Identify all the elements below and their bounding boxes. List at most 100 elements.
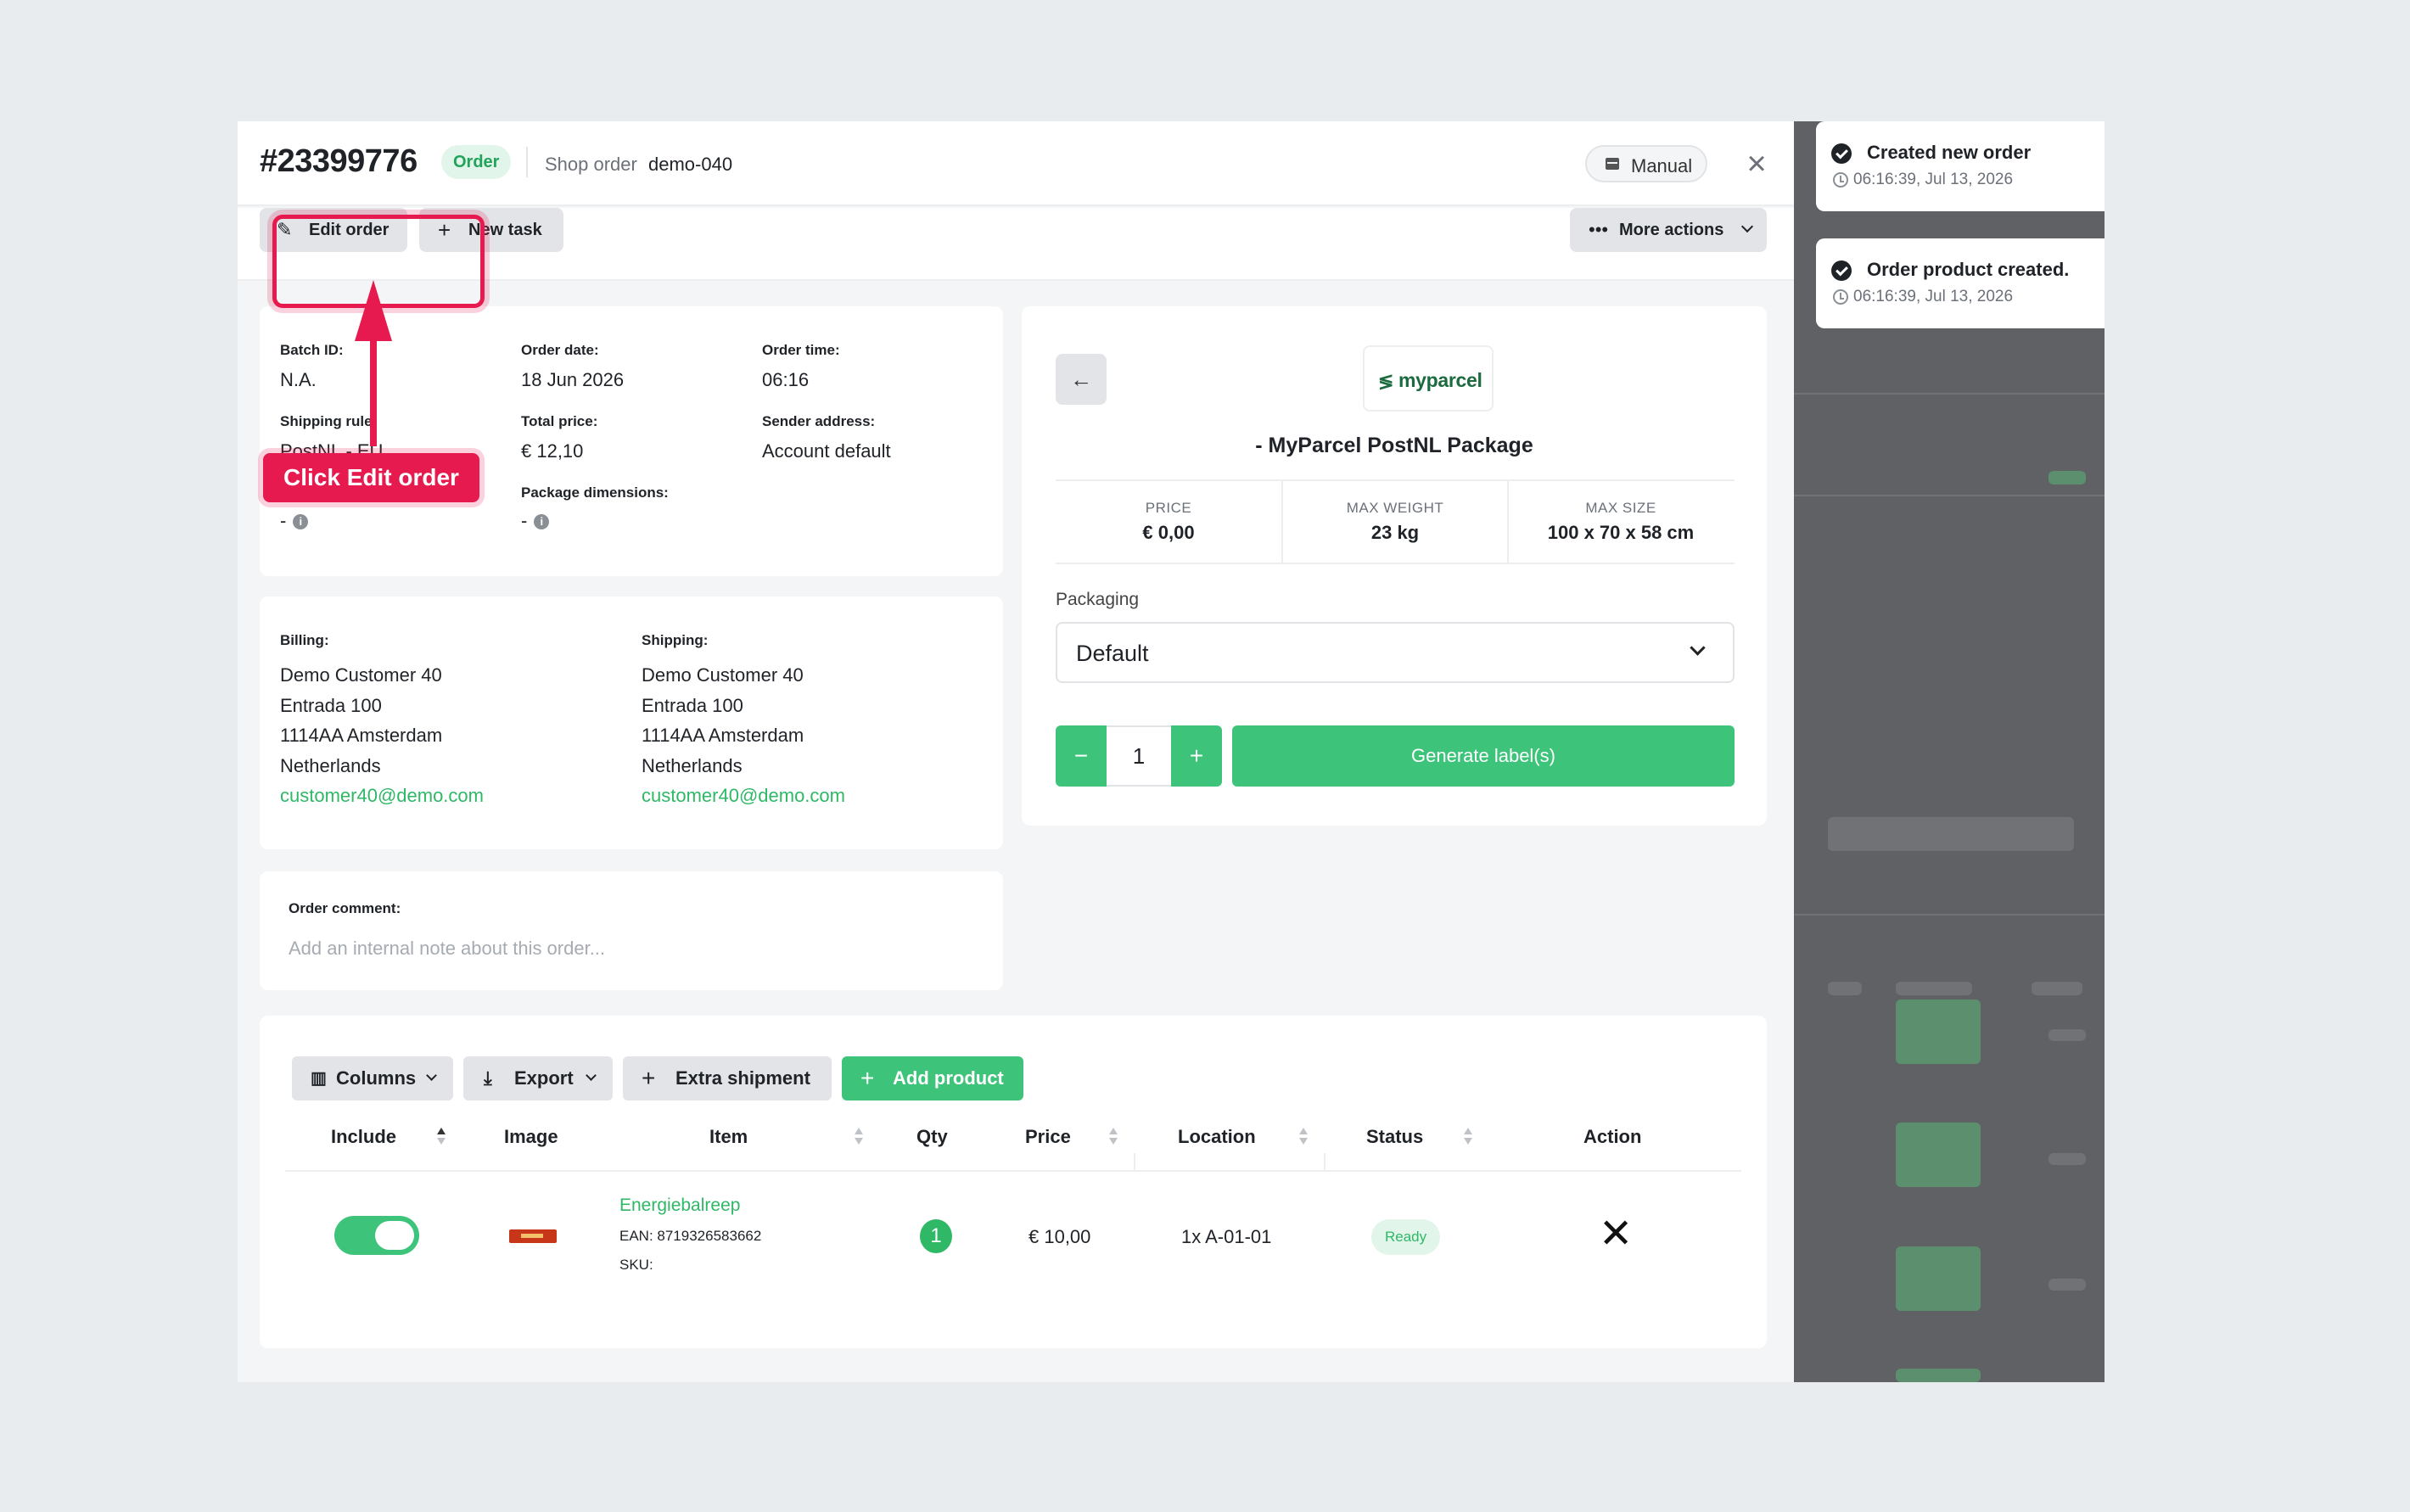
shop-order-value: demo-040 (648, 154, 733, 175)
toast-notification[interactable]: Order product created. 06:16:39, Jul 13,… (1816, 238, 2105, 328)
chevron-down-icon (1690, 640, 1706, 656)
spec-size-label: MAX SIZE (1585, 500, 1656, 516)
column-header-price[interactable]: Price (1025, 1126, 1071, 1147)
product-name-link[interactable]: Energiebalreep (619, 1196, 741, 1215)
modal-header: #23399776 Order Shop order demo-040 Manu… (238, 121, 1794, 206)
quantity-decrement-button[interactable]: − (1056, 725, 1107, 787)
plus-icon: + (642, 1065, 656, 1091)
batch-id-label: Batch ID: (280, 342, 344, 358)
products-card: ▥ Columns ⤓ Export + Extra shipment + Ad… (260, 1016, 1767, 1348)
sender-address-value: Account default (762, 440, 891, 462)
column-header-item[interactable]: Item (709, 1126, 748, 1147)
billing-line: 1114AA Amsterdam (280, 725, 443, 746)
order-info-card: Batch ID: N.A. Order date: 18 Jun 2026 O… (260, 306, 1003, 576)
clock-icon (1833, 172, 1848, 188)
dims-dash: - (280, 510, 287, 531)
manual-button[interactable]: Manual (1585, 145, 1707, 182)
chevron-down-icon (586, 1070, 597, 1081)
quantity-increment-button[interactable]: + (1171, 725, 1222, 787)
generate-labels-button[interactable]: Generate label(s) (1232, 725, 1735, 787)
packaging-label: Packaging (1056, 590, 1140, 609)
shipping-line: 1114AA Amsterdam (642, 725, 804, 746)
columns-button[interactable]: ▥ Columns (292, 1056, 453, 1100)
order-modal: #23399776 Order Shop order demo-040 Manu… (238, 121, 1794, 1382)
column-header-include[interactable]: Include (331, 1126, 397, 1147)
carrier-logo-text: myparcel (1398, 369, 1482, 391)
column-header-action: Action (1583, 1126, 1642, 1147)
order-number: #23399776 (260, 143, 418, 179)
shipping-label: Shipping: (642, 632, 709, 648)
shop-order-label: Shop order (545, 154, 637, 175)
ellipsis-icon: ••• (1589, 219, 1609, 240)
column-header-location[interactable]: Location (1178, 1126, 1256, 1147)
sort-icon[interactable] (436, 1126, 446, 1148)
download-icon: ⤓ (484, 1067, 492, 1089)
chevron-down-icon (1740, 220, 1754, 233)
back-button[interactable]: ← (1056, 354, 1107, 405)
total-price-value: € 12,10 (521, 440, 584, 462)
plus-icon: + (438, 217, 451, 243)
address-card: Billing: Demo Customer 40 Entrada 100 11… (260, 596, 1003, 849)
info-icon[interactable]: i (534, 514, 550, 529)
package-dimensions-label: Package dimensions: (521, 484, 669, 501)
total-price-label: Total price: (521, 413, 598, 429)
column-divider (1134, 1153, 1135, 1170)
add-product-label: Add product (893, 1067, 1004, 1089)
product-sku: SKU: (619, 1257, 653, 1273)
extra-shipment-button[interactable]: + Extra shipment (623, 1056, 832, 1100)
columns-icon: ▥ (311, 1069, 327, 1088)
order-time-label: Order time: (762, 342, 840, 358)
annotation-arrow (370, 297, 377, 446)
app-stage: #23399776 Order Shop order demo-040 Manu… (238, 121, 2105, 1382)
shipping-rule-dims: -i (280, 510, 309, 532)
dims-dash: - (521, 510, 528, 531)
shipping-line: Entrada 100 (642, 695, 743, 716)
info-icon[interactable]: i (293, 514, 309, 529)
shipping-email-link[interactable]: customer40@demo.com (642, 785, 845, 806)
sort-icon[interactable] (854, 1126, 864, 1148)
check-circle-icon (1831, 143, 1852, 164)
remove-product-icon[interactable]: ✕ (1599, 1212, 1634, 1257)
packaging-select[interactable]: Default (1056, 622, 1735, 683)
more-actions-button[interactable]: ••• More actions (1570, 208, 1767, 252)
column-header-status[interactable]: Status (1366, 1126, 1424, 1147)
background-overlay (1794, 121, 2105, 1382)
batch-id-value: N.A. (280, 369, 317, 390)
check-circle-icon (1831, 260, 1852, 281)
clock-icon (1833, 289, 1848, 305)
columns-label: Columns (336, 1067, 417, 1089)
packaging-selected-value: Default (1076, 641, 1149, 666)
myparcel-logo-icon: ≶ (1378, 371, 1394, 392)
shipping-line: Netherlands (642, 755, 743, 776)
billing-email-link[interactable]: customer40@demo.com (280, 785, 484, 806)
sender-address-label: Sender address: (762, 413, 876, 429)
more-actions-label: More actions (1619, 221, 1724, 239)
manual-label: Manual (1631, 155, 1693, 176)
extra-shipment-label: Extra shipment (675, 1067, 810, 1089)
sort-icon[interactable] (1463, 1126, 1473, 1148)
export-button[interactable]: ⤓ Export (463, 1056, 613, 1100)
quantity-badge: 1 (920, 1219, 952, 1253)
spec-size-value: 100 x 70 x 58 cm (1547, 522, 1695, 543)
close-icon[interactable]: × (1746, 145, 1767, 182)
product-location: 1x A-01-01 (1181, 1226, 1272, 1247)
table-header-divider (285, 1170, 1741, 1172)
edit-order-label: Edit order (309, 221, 390, 239)
include-toggle[interactable] (334, 1216, 419, 1255)
sort-icon[interactable] (1108, 1126, 1118, 1148)
quantity-input[interactable]: 1 (1107, 725, 1171, 787)
add-product-button[interactable]: + Add product (842, 1056, 1023, 1100)
order-date-label: Order date: (521, 342, 599, 358)
order-comment-input[interactable]: Add an internal note about this order... (289, 938, 606, 959)
order-time-value: 06:16 (762, 369, 810, 390)
toast-notification[interactable]: Created new order 06:16:39, Jul 13, 2026 (1816, 121, 2105, 211)
toast-title: Created new order (1867, 142, 2032, 163)
column-header-qty: Qty (916, 1126, 948, 1147)
spec-price-label: PRICE (1145, 500, 1192, 516)
billing-line: Entrada 100 (280, 695, 382, 716)
spec-max-weight: MAX WEIGHT 23 kg (1281, 481, 1507, 563)
annotation-callout: Click Edit order (263, 453, 479, 502)
column-divider (1324, 1153, 1326, 1170)
sort-icon[interactable] (1298, 1126, 1309, 1148)
package-dimensions-value: -i (521, 510, 550, 532)
